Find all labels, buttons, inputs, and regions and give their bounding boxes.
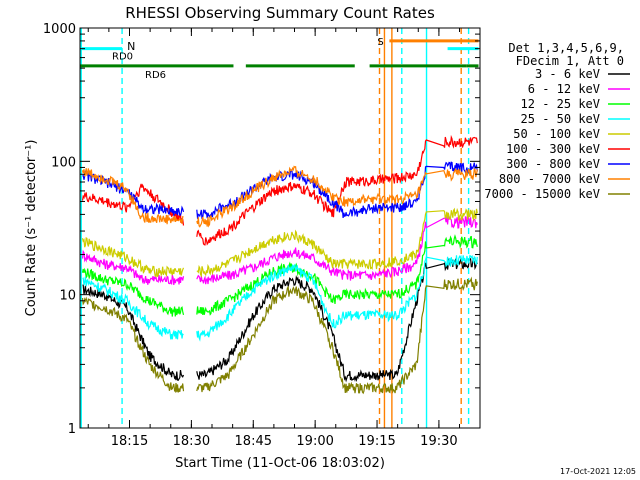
x-tick-label: 19:30 — [420, 434, 457, 449]
y-axis-label: Count Rate (s⁻¹ detector⁻¹) — [24, 140, 39, 317]
legend-label: 3 - 6 keV — [535, 67, 600, 81]
legend-header: FDecim 1, Att 0 — [516, 54, 624, 68]
plot-frame — [79, 27, 481, 429]
legend-label: 800 - 7000 keV — [499, 172, 600, 186]
segment-bars: RD0 RD6 S — [80, 37, 479, 81]
series-12-25-kev — [81, 234, 478, 317]
legend-label: 25 - 50 keV — [521, 112, 600, 126]
legend-label: 7000 - 15000 keV — [484, 187, 600, 201]
series-lines — [81, 134, 478, 395]
series-7000-15000-kev — [81, 276, 478, 395]
legend-label: 50 - 100 keV — [513, 127, 600, 141]
segment-label-rd0: RD0 — [112, 52, 133, 63]
footer-timestamp: 17-Oct-2021 12:05 — [560, 467, 636, 476]
legend-label: 12 - 25 keV — [521, 97, 600, 111]
x-tick-label: 18:15 — [111, 434, 148, 449]
y-tick-label: 1 — [68, 422, 76, 437]
x-tick-label: 19:15 — [358, 434, 395, 449]
x-axis-label: Start Time (11-Oct-06 18:03:02) — [175, 456, 385, 471]
x-tick-label: 18:30 — [173, 434, 210, 449]
segment-label-rd6: RD6 — [145, 70, 166, 81]
legend-label: 6 - 12 keV — [528, 82, 600, 96]
marker-label: N — [127, 40, 135, 53]
y-tick-label: 10 — [59, 289, 76, 304]
legend-label: 100 - 300 keV — [506, 142, 600, 156]
legend-label: 300 - 800 keV — [506, 157, 600, 171]
series-6-12-kev — [81, 215, 478, 285]
chart-title: RHESSI Observing Summary Count Rates — [125, 4, 435, 22]
axes: 18:15 18:30 18:45 19:00 19:15 19:30 1 10 100 1000 — [43, 22, 480, 449]
series-800-7000-kev — [81, 165, 478, 228]
legend: Det 1,3,4,5,6,9,FDecim 1, Att 03 - 6 keV… — [484, 41, 630, 201]
series-25-50-kev — [82, 254, 478, 342]
segment-label-s: S — [377, 37, 383, 48]
series-3-6-kev — [82, 257, 478, 383]
series-50-100-kev — [81, 207, 478, 278]
x-tick-label: 19:00 — [296, 434, 333, 449]
y-tick-label: 100 — [51, 155, 76, 170]
x-tick-label: 18:45 — [235, 434, 272, 449]
y-tick-label: 1000 — [43, 22, 76, 37]
legend-header: Det 1,3,4,5,6,9, — [508, 41, 624, 55]
